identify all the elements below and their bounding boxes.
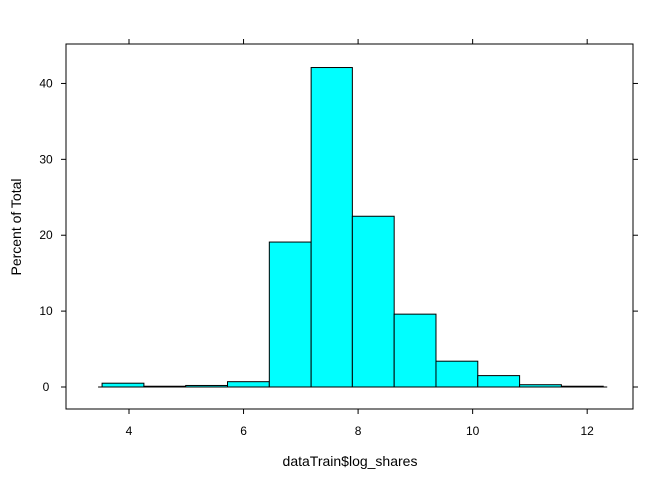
bar-9	[477, 375, 521, 388]
x-tick-label-0: 4	[126, 424, 133, 438]
plot-frame	[65, 43, 634, 410]
bar-3	[227, 381, 270, 388]
bar-6	[351, 215, 395, 388]
y-tick-label-0: 0	[43, 380, 50, 394]
x-tick-label-3: 10	[466, 424, 480, 438]
bar-11	[560, 385, 604, 388]
x-axis-title: dataTrain$log_shares	[283, 453, 418, 469]
bar-0	[101, 382, 145, 388]
x-tick-label-4: 12	[581, 424, 595, 438]
y-axis-title: Percent of Total	[8, 178, 24, 275]
bar-8	[435, 360, 479, 388]
x-tick-label-2: 8	[355, 424, 362, 438]
bar-2	[185, 384, 229, 388]
bar-1	[143, 385, 187, 388]
x-tick-label-1: 6	[240, 424, 247, 438]
y-tick-label-1: 10	[39, 304, 53, 318]
y-tick-label-3: 30	[39, 152, 53, 166]
bar-7	[393, 313, 437, 388]
y-axis-ticks: 0 10 20 30 40	[39, 76, 638, 394]
bar-10	[519, 384, 562, 388]
bar-4	[268, 241, 312, 388]
y-tick-label-2: 20	[39, 228, 53, 242]
y-tick-label-4: 40	[39, 76, 53, 90]
bars	[98, 67, 608, 388]
bar-5	[310, 67, 353, 388]
x-axis-ticks: 4 6 8 10 12	[126, 39, 595, 438]
